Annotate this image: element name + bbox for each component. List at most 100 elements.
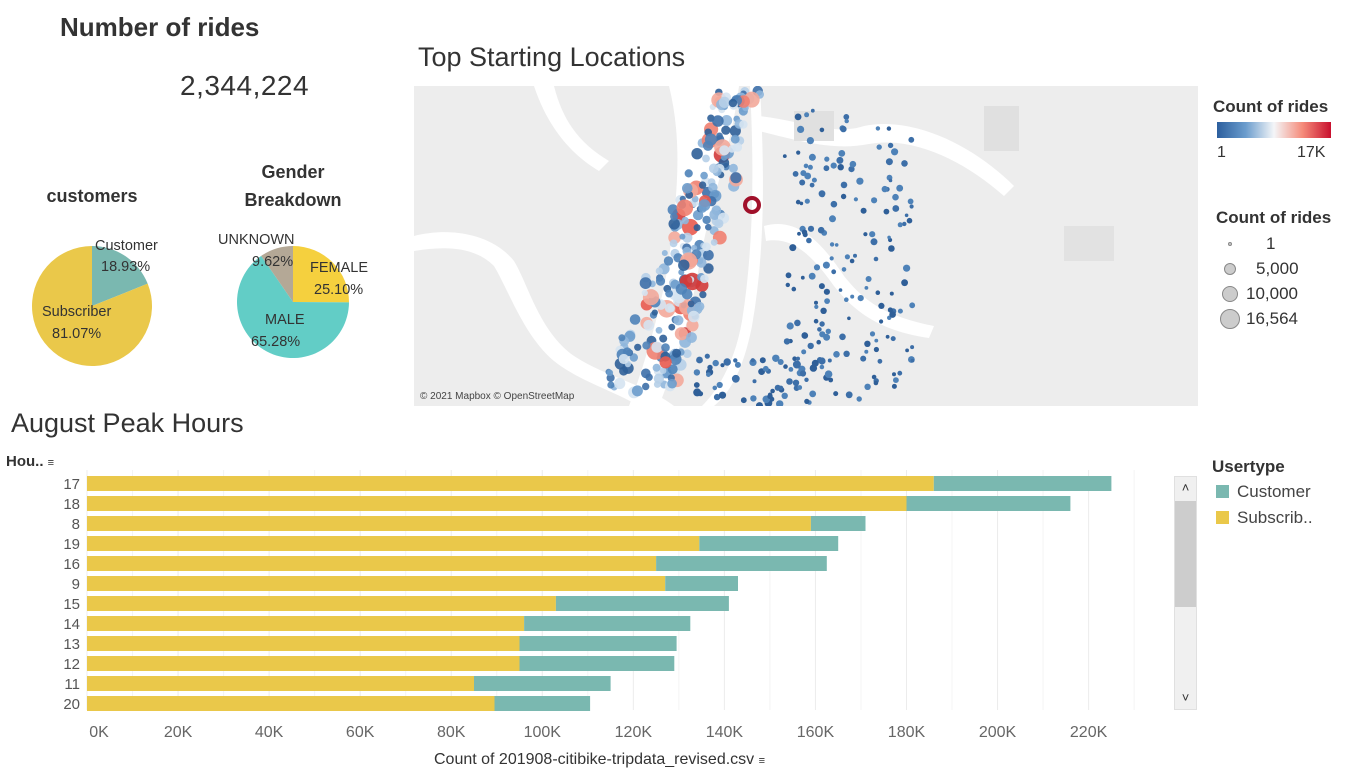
station-marker[interactable] — [716, 132, 723, 140]
bar-9-customer[interactable] — [665, 576, 738, 591]
station-marker[interactable] — [641, 289, 648, 296]
station-marker[interactable] — [713, 393, 721, 401]
station-marker[interactable] — [843, 350, 850, 357]
station-marker[interactable] — [887, 235, 891, 240]
station-marker[interactable] — [804, 112, 810, 118]
sort-icon[interactable]: ≡ — [758, 755, 766, 767]
station-marker[interactable] — [811, 359, 819, 367]
station-marker[interactable] — [827, 358, 832, 363]
station-marker[interactable] — [875, 290, 881, 295]
station-marker[interactable] — [750, 358, 755, 363]
station-marker[interactable] — [733, 358, 738, 363]
station-marker[interactable] — [696, 356, 703, 364]
station-marker[interactable] — [849, 258, 855, 264]
station-marker[interactable] — [696, 257, 707, 268]
station-marker[interactable] — [829, 256, 834, 261]
station-marker[interactable] — [661, 343, 670, 352]
station-marker[interactable] — [818, 190, 826, 198]
station-marker[interactable] — [820, 307, 827, 314]
bar-18-customer[interactable] — [906, 496, 1071, 511]
station-marker[interactable] — [723, 358, 731, 366]
station-marker[interactable] — [691, 148, 703, 160]
station-marker[interactable] — [642, 341, 651, 350]
station-marker[interactable] — [892, 372, 896, 377]
station-marker[interactable] — [844, 254, 850, 260]
bar-20-customer[interactable] — [494, 696, 591, 711]
station-marker[interactable] — [853, 197, 858, 202]
station-marker[interactable] — [817, 226, 825, 234]
station-marker[interactable] — [877, 358, 883, 364]
station-marker[interactable] — [762, 365, 769, 372]
station-marker[interactable] — [829, 242, 835, 247]
station-marker[interactable] — [873, 380, 879, 386]
station-marker[interactable] — [728, 98, 738, 108]
customers-pie-chart[interactable]: Customer 18.93% Subscriber 81.07% — [0, 222, 200, 372]
station-marker[interactable] — [653, 373, 664, 384]
station-marker[interactable] — [824, 370, 833, 379]
station-marker[interactable] — [785, 282, 790, 288]
station-marker[interactable] — [719, 145, 730, 156]
station-marker[interactable] — [811, 177, 817, 183]
station-marker[interactable] — [816, 339, 821, 345]
station-marker[interactable] — [818, 357, 826, 365]
map-canvas[interactable] — [414, 86, 1198, 406]
hour-label[interactable]: 9 — [72, 576, 80, 593]
station-marker[interactable] — [797, 385, 803, 390]
gender-slice-female[interactable] — [293, 246, 349, 303]
hour-label[interactable]: 17 — [63, 476, 80, 493]
station-marker[interactable] — [676, 199, 694, 217]
station-marker[interactable] — [665, 289, 673, 298]
station-marker[interactable] — [783, 338, 791, 345]
station-marker[interactable] — [712, 385, 718, 391]
station-marker[interactable] — [698, 181, 707, 189]
station-marker[interactable] — [788, 367, 794, 372]
station-marker[interactable] — [869, 231, 876, 238]
station-marker[interactable] — [848, 166, 855, 173]
hour-label[interactable]: 14 — [63, 616, 80, 633]
station-marker[interactable] — [829, 215, 836, 223]
station-marker[interactable] — [663, 256, 674, 266]
station-marker[interactable] — [841, 267, 847, 272]
station-marker[interactable] — [809, 182, 815, 188]
station-marker[interactable] — [804, 398, 810, 404]
station-marker[interactable] — [833, 391, 839, 397]
station-marker[interactable] — [681, 216, 689, 225]
station-marker[interactable] — [887, 142, 894, 149]
station-marker[interactable] — [814, 300, 818, 305]
station-marker[interactable] — [800, 275, 805, 280]
station-marker[interactable] — [642, 382, 650, 391]
station-marker[interactable] — [692, 209, 704, 221]
station-marker[interactable] — [903, 264, 911, 272]
station-marker[interactable] — [879, 319, 884, 324]
station-marker[interactable] — [838, 288, 843, 292]
station-marker[interactable] — [795, 199, 801, 205]
station-marker[interactable] — [786, 322, 794, 330]
station-marker[interactable] — [659, 356, 672, 369]
station-marker[interactable] — [890, 336, 896, 342]
station-marker[interactable] — [804, 377, 809, 382]
station-marker[interactable] — [864, 286, 869, 290]
station-marker[interactable] — [901, 160, 908, 167]
station-marker[interactable] — [806, 237, 812, 244]
station-marker[interactable] — [660, 367, 667, 374]
bar-9-subscrib[interactable] — [87, 576, 666, 591]
station-marker[interactable] — [791, 286, 797, 292]
station-marker[interactable] — [887, 307, 893, 313]
station-marker[interactable] — [843, 114, 850, 120]
station-marker[interactable] — [833, 351, 840, 358]
station-marker[interactable] — [704, 353, 710, 359]
bar-19-subscrib[interactable] — [87, 536, 700, 551]
station-marker[interactable] — [860, 207, 867, 214]
station-marker[interactable] — [697, 391, 704, 397]
station-marker[interactable] — [871, 374, 877, 380]
station-marker[interactable] — [801, 332, 809, 339]
station-marker[interactable] — [860, 355, 867, 362]
station-marker[interactable] — [702, 154, 710, 163]
station-marker[interactable] — [850, 294, 855, 299]
station-marker[interactable] — [873, 256, 879, 262]
station-marker[interactable] — [655, 326, 663, 334]
station-marker[interactable] — [870, 238, 878, 246]
station-marker[interactable] — [910, 345, 915, 350]
station-marker[interactable] — [847, 316, 851, 321]
station-marker[interactable] — [652, 363, 661, 372]
